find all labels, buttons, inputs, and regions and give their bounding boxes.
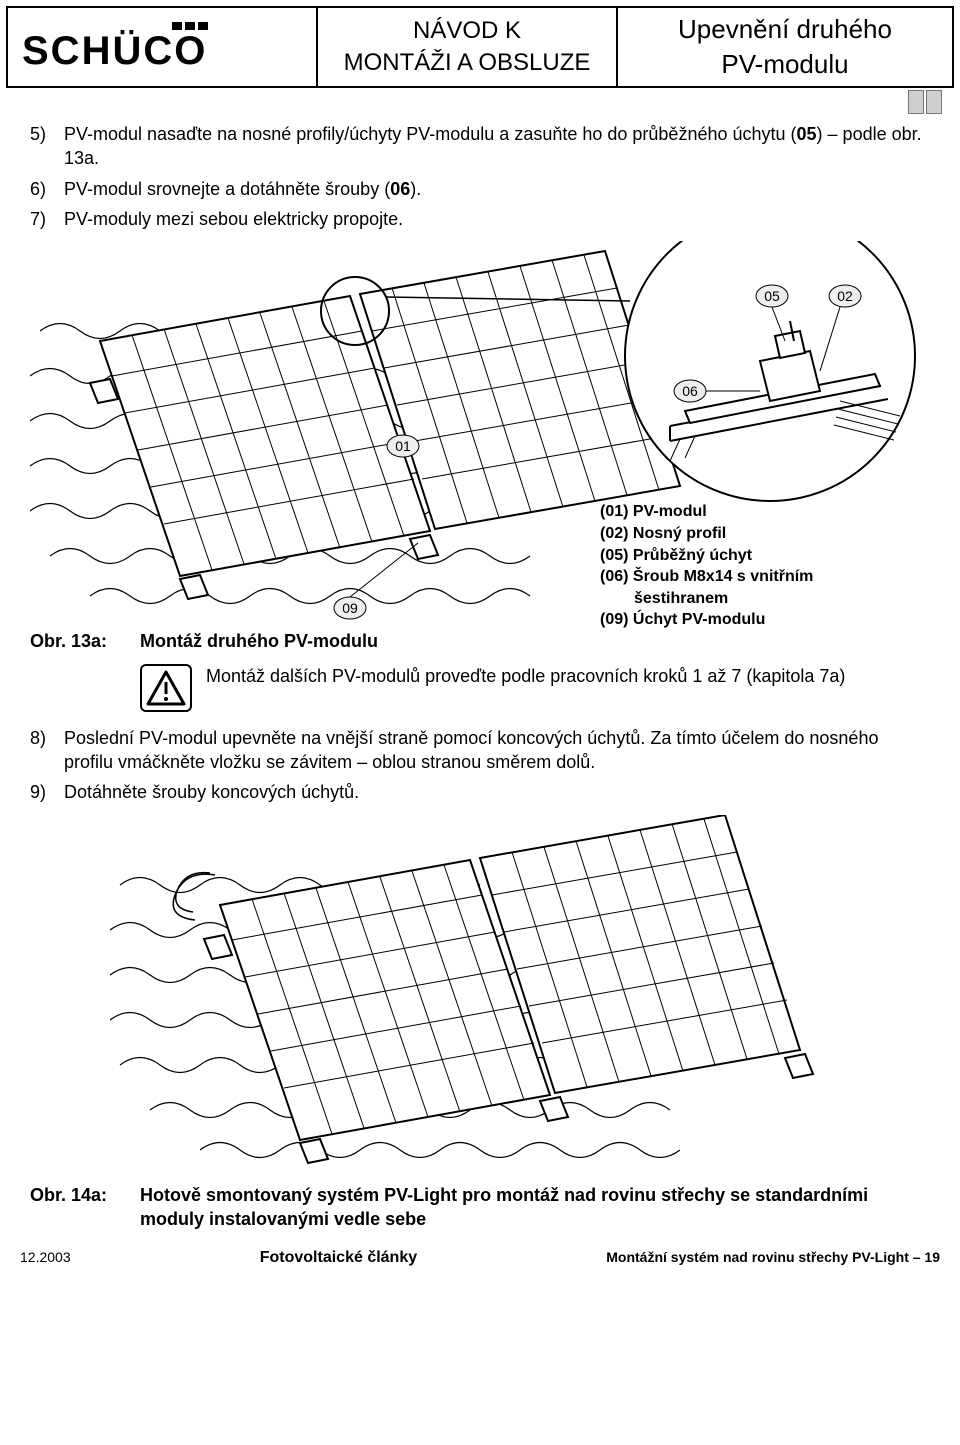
step-6: 6) PV-modul srovnejte a dotáhněte šrouby… [30,177,930,201]
caption-text: Montáž druhého PV-modulu [140,629,378,653]
step-text: Dotáhněte šrouby koncových úchytů. [64,780,930,804]
page-tabs [0,90,960,114]
step-text: PV-moduly mezi sebou elektricky propojte… [64,207,930,231]
header: SCHÜCO NÁVOD K MONTÁŽI A OBSLUZE Upevněn… [6,6,954,88]
tab-icon [926,90,942,114]
tab-icon [908,90,924,114]
callout-02: 02 [837,288,853,304]
callout-01: 01 [395,438,411,454]
step-7: 7) PV-moduly mezi sebou elektricky propo… [30,207,930,231]
caption-label: Obr. 14a: [30,1183,140,1232]
legend-line: (06) Šroub M8x14 s vnitřním [600,566,900,588]
step-text: PV-modul srovnejte a dotáhněte šrouby (0… [64,177,930,201]
step-text: Poslední PV-modul upevněte na vnější str… [64,726,930,775]
header-right: Upevnění druhého PV-modulu [618,8,952,86]
svg-text:SCHÜCO: SCHÜCO [22,28,207,72]
step-8: 8) Poslední PV-modul upevněte na vnější … [30,726,930,775]
logo-cell: SCHÜCO [8,8,318,86]
step-num: 9) [30,780,64,804]
step-num: 6) [30,177,64,201]
footer-mid: Fotovoltaické články [260,1247,417,1269]
legend-line: šestihranem [600,588,900,610]
caption-text: Hotově smontovaný systém PV-Light pro mo… [140,1183,930,1232]
caption-13a: Obr. 13a: Montáž druhého PV-modulu [30,629,930,653]
step-num: 7) [30,207,64,231]
legend-13a: (01) PV-modul (02) Nosný profil (05) Prů… [600,501,900,631]
figure-14a-svg [110,815,850,1175]
step-text: PV-modul nasaďte na nosné profily/úchyty… [64,122,930,171]
caption-label: Obr. 13a: [30,629,140,653]
callout-05: 05 [764,288,780,304]
step-num: 5) [30,122,64,171]
steps-top: 5) PV-modul nasaďte na nosné profily/úch… [30,122,930,231]
warning-row: Montáž dalších PV-modulů proveďte podle … [140,664,930,712]
header-right-line2: PV-modulu [721,47,848,82]
step-9: 9) Dotáhněte šrouby koncových úchytů. [30,780,930,804]
steps-bottom: 8) Poslední PV-modul upevněte na vnější … [30,726,930,805]
header-right-line1: Upevnění druhého [678,12,892,47]
footer: 12.2003 Fotovoltaické články Montážní sy… [0,1241,960,1279]
legend-line: (01) PV-modul [600,501,900,523]
warning-icon [140,664,192,712]
figure-13a: 05 02 06 01 [30,241,930,621]
footer-left: 12.2003 [20,1248,71,1267]
schuco-logo-icon: SCHÜCO [17,22,307,72]
legend-line: (05) Průběžný úchyt [600,545,900,567]
header-mid-line2: MONTÁŽI A OBSLUZE [344,47,591,79]
content: 5) PV-modul nasaďte na nosné profily/úch… [0,122,960,1231]
legend-line: (09) Úchyt PV-modulu [600,609,900,631]
callout-06: 06 [682,383,698,399]
caption-14a: Obr. 14a: Hotově smontovaný systém PV-Li… [30,1183,930,1232]
footer-right: Montážní systém nad rovinu střechy PV-Li… [606,1248,940,1267]
header-mid: NÁVOD K MONTÁŽI A OBSLUZE [318,8,618,86]
step-5: 5) PV-modul nasaďte na nosné profily/úch… [30,122,930,171]
step-num: 8) [30,726,64,775]
callout-09: 09 [342,600,358,616]
header-mid-line1: NÁVOD K [413,15,521,47]
figure-14a [30,815,930,1175]
warning-text: Montáž dalších PV-modulů proveďte podle … [206,664,845,688]
legend-line: (02) Nosný profil [600,523,900,545]
